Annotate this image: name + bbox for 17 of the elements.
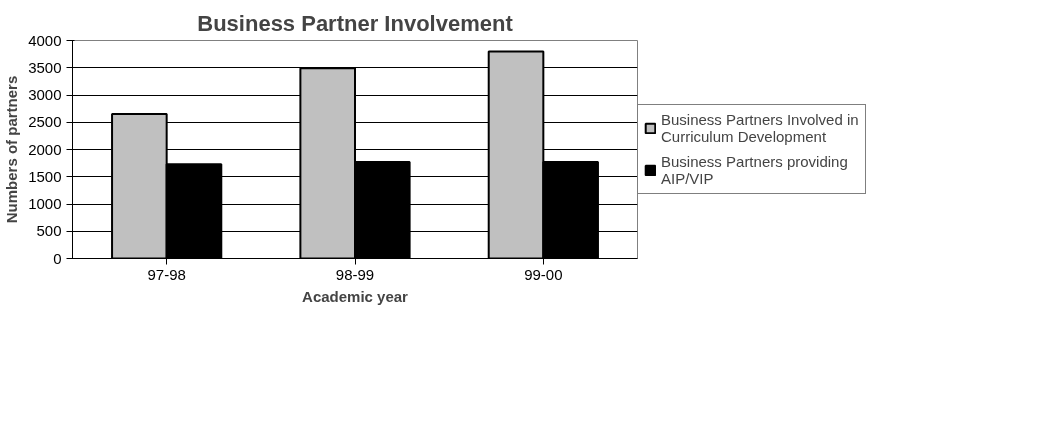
y-axis-title: Numbers of partners — [3, 75, 21, 224]
y-tick-label: 1000 — [28, 195, 62, 212]
y-tick-label: 1500 — [28, 167, 62, 185]
y-tick-label: 4000 — [28, 31, 62, 49]
y-tick-label: 3500 — [28, 58, 62, 76]
chart-title: Business Partner Involvement — [197, 10, 514, 36]
x-tick-label: 98-99 — [335, 265, 375, 283]
y-tick-label: 3000 — [28, 86, 62, 103]
y-tick-label: 500 — [36, 222, 62, 240]
x-tick-label: 99-00 — [524, 265, 563, 283]
y-tick-label: 2000 — [28, 140, 62, 158]
x-axis-title: Academic year — [302, 287, 409, 305]
y-tick-label: 2500 — [28, 113, 62, 131]
legend-label: Business Partners providing AIP/VIP — [661, 153, 848, 187]
y-tick-label: 0 — [53, 249, 62, 267]
legend-label: Business Partners Involved in Curriculum Development — [661, 111, 859, 145]
x-tick-label: 97-98 — [147, 265, 186, 283]
